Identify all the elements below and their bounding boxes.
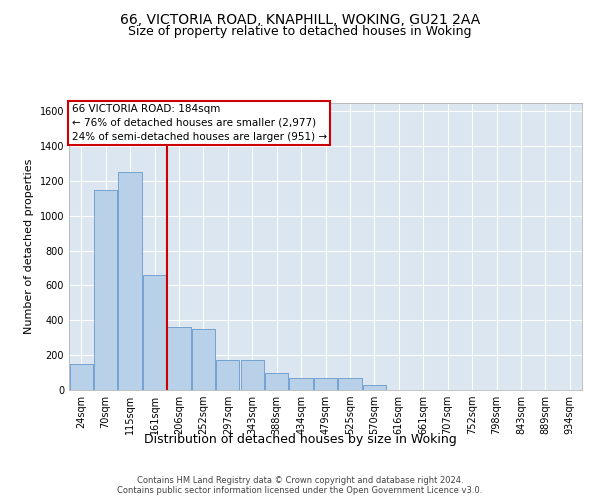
Bar: [118, 172, 142, 390]
Bar: [143, 275, 166, 390]
Bar: [94, 190, 117, 390]
Text: Distribution of detached houses by size in Woking: Distribution of detached houses by size …: [143, 432, 457, 446]
Bar: [338, 378, 362, 390]
Bar: [216, 360, 239, 390]
Bar: [241, 360, 264, 390]
Bar: [314, 378, 337, 390]
Bar: [167, 328, 191, 390]
Text: Size of property relative to detached houses in Woking: Size of property relative to detached ho…: [128, 25, 472, 38]
Text: 66 VICTORIA ROAD: 184sqm
← 76% of detached houses are smaller (2,977)
24% of sem: 66 VICTORIA ROAD: 184sqm ← 76% of detach…: [71, 104, 326, 142]
Bar: [265, 372, 288, 390]
Bar: [192, 329, 215, 390]
Text: Contains HM Land Registry data © Crown copyright and database right 2024.
Contai: Contains HM Land Registry data © Crown c…: [118, 476, 482, 495]
Text: 66, VICTORIA ROAD, KNAPHILL, WOKING, GU21 2AA: 66, VICTORIA ROAD, KNAPHILL, WOKING, GU2…: [120, 12, 480, 26]
Bar: [363, 385, 386, 390]
Bar: [289, 378, 313, 390]
Bar: [70, 364, 93, 390]
Y-axis label: Number of detached properties: Number of detached properties: [24, 158, 34, 334]
